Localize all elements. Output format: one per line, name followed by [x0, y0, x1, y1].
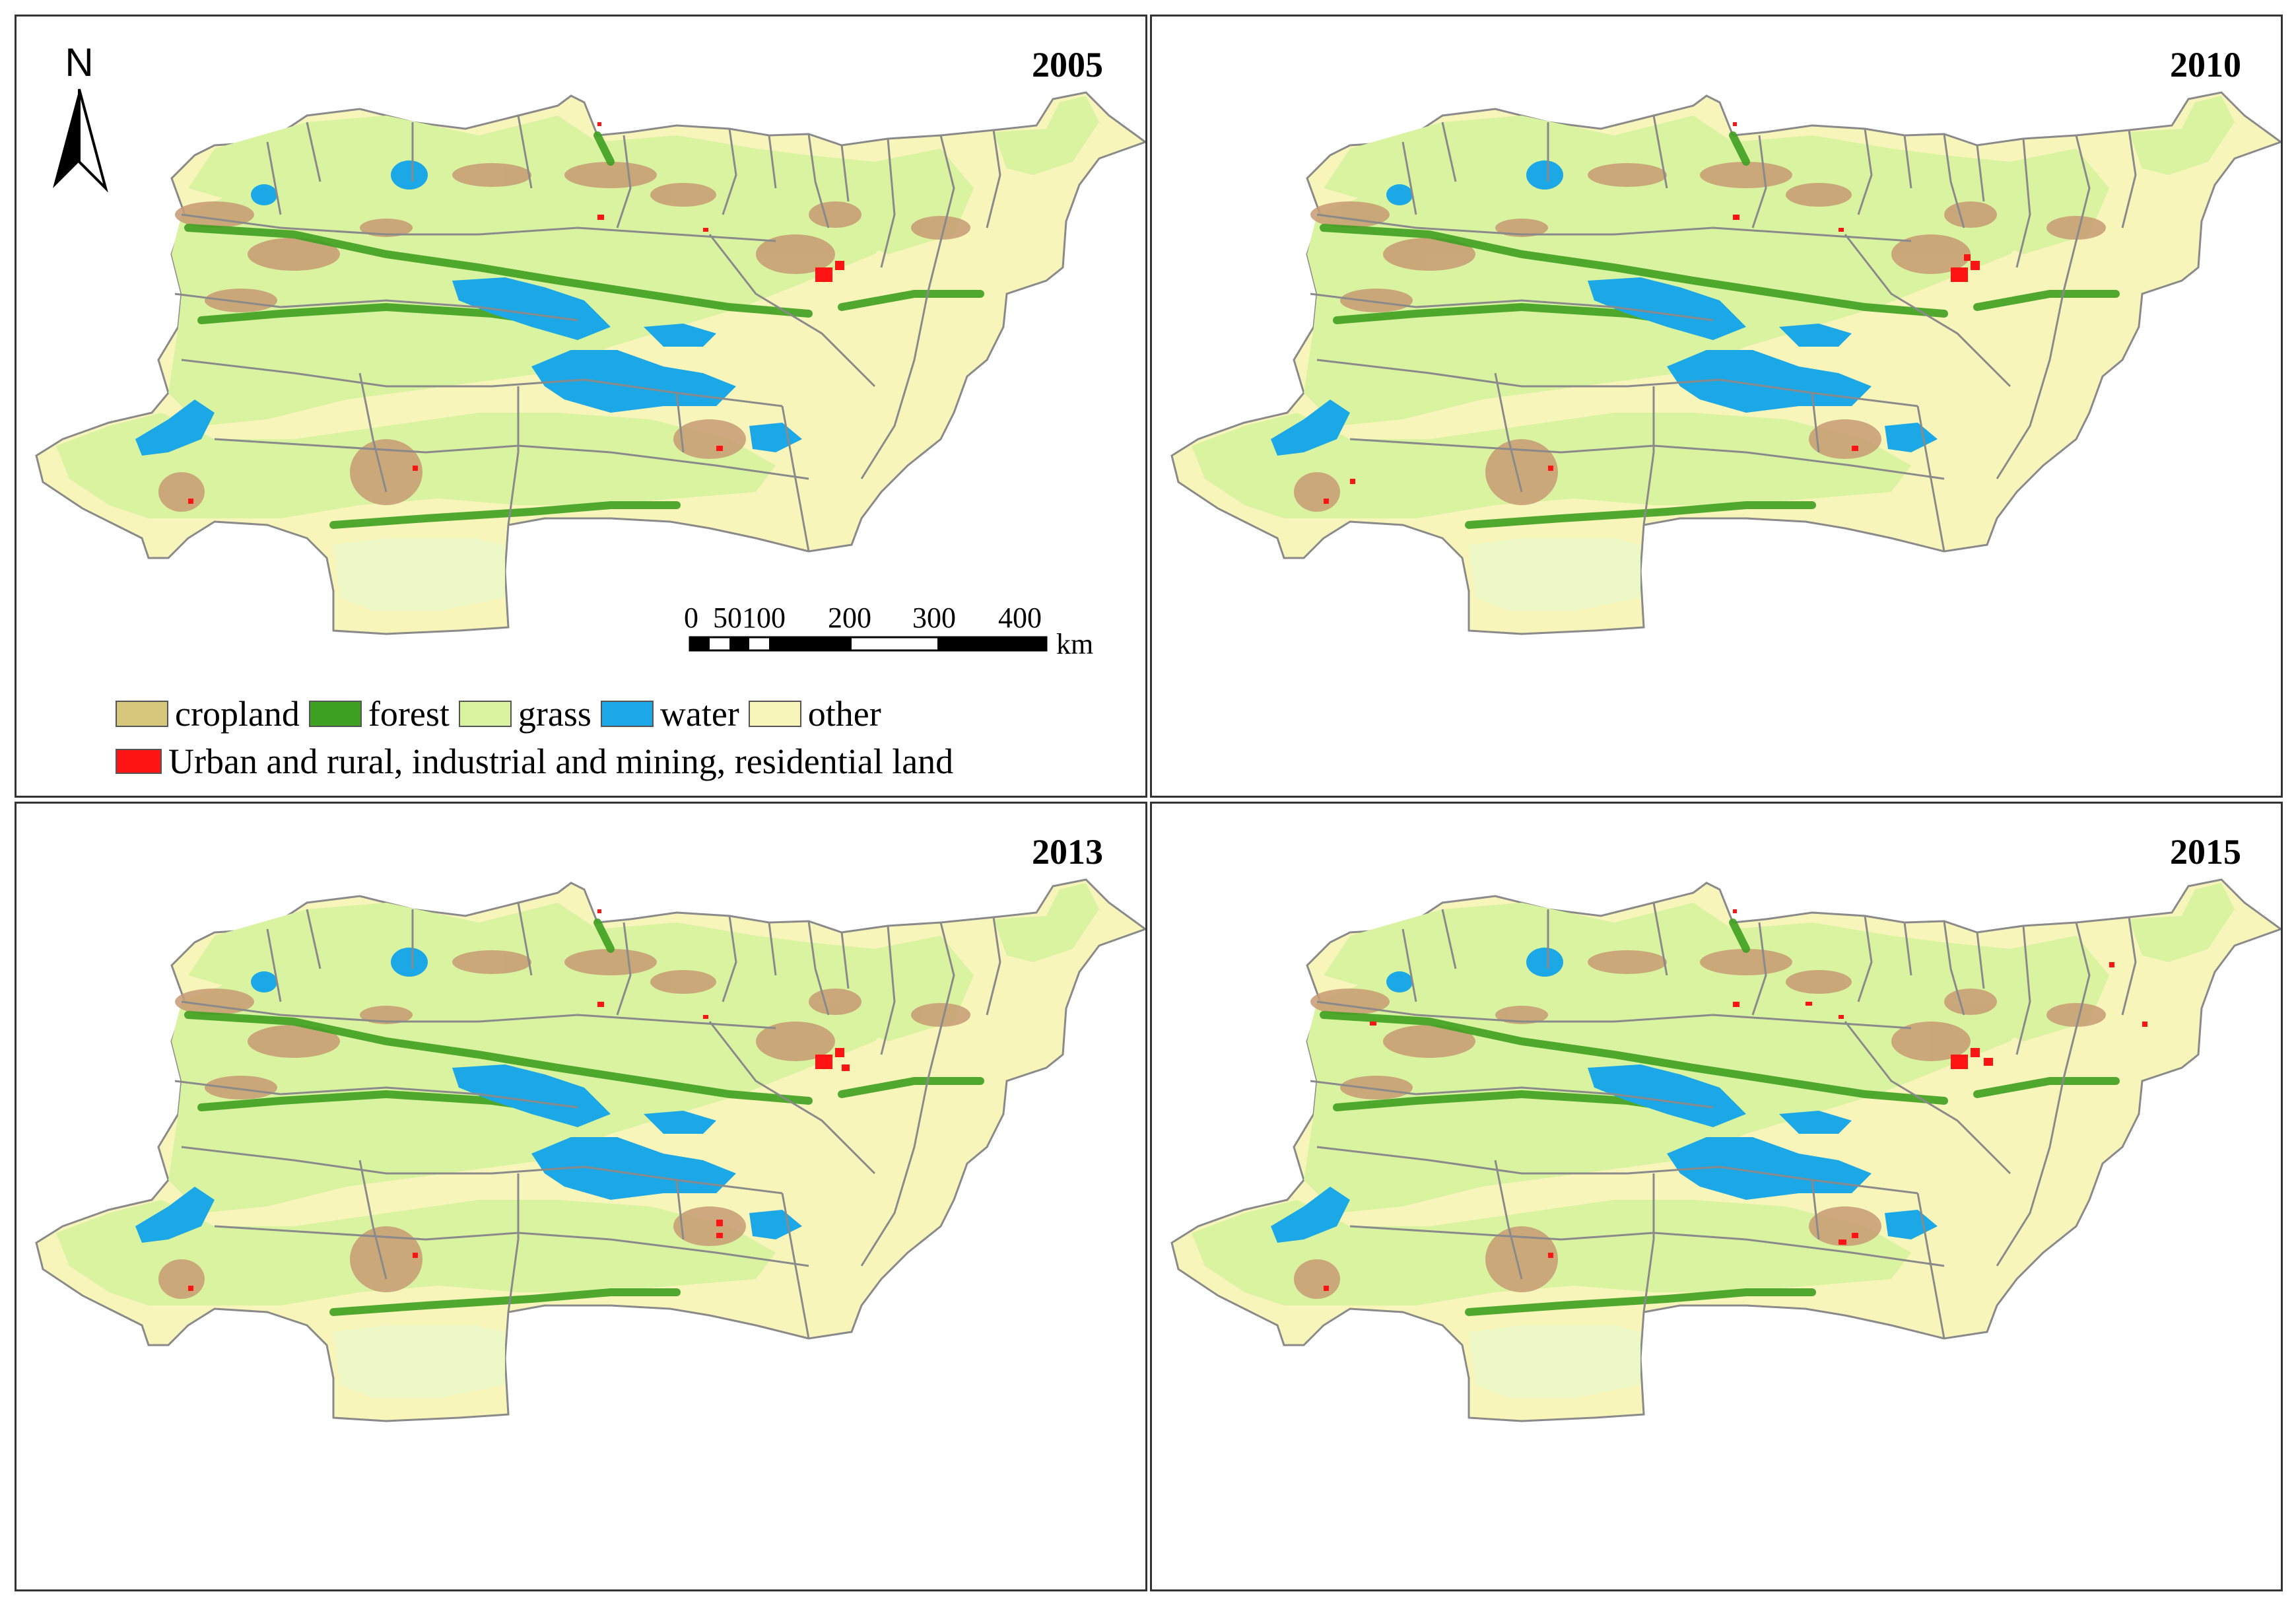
land-use-map: [17, 804, 1147, 1591]
swatch: [116, 701, 168, 727]
legend-label: forest: [368, 694, 450, 734]
land-use-map: [1152, 17, 2283, 798]
legend-item: Urban and rural, industrial and mining, …: [116, 741, 953, 782]
legend-item: forest: [308, 693, 450, 734]
north-label: N: [65, 40, 93, 85]
map-panel-2013: 2013: [15, 802, 1147, 1591]
swatch: [458, 701, 512, 727]
swatch: [308, 701, 362, 727]
legend: cropland forest grass water other U: [116, 690, 962, 785]
map-panel-2010: 2010: [1150, 15, 2283, 798]
scale-tick: 200: [828, 602, 871, 634]
legend-label: grass: [518, 694, 591, 734]
panel-year: 2013: [1032, 832, 1103, 872]
swatch: [600, 701, 654, 727]
scale-unit: km: [1056, 628, 1093, 660]
scale-tick: 400: [998, 602, 1042, 634]
scale-bar: 0 50100 200 300 400 km: [677, 601, 1099, 680]
swatch: [116, 749, 162, 774]
legend-label: other: [807, 694, 881, 734]
legend-label: water: [659, 694, 739, 734]
legend-item: cropland: [116, 693, 300, 734]
legend-label: cropland: [175, 694, 300, 734]
north-arrow-icon: N: [53, 40, 108, 193]
legend-item: water: [600, 693, 739, 734]
legend-item: other: [748, 693, 881, 734]
land-use-map: [17, 17, 1147, 798]
panel-year: 2015: [2170, 832, 2241, 872]
legend-label: Urban and rural, industrial and mining, …: [168, 742, 954, 781]
map-panel-2005: 2005 N 0 50100 200 300 400 km cr: [15, 15, 1147, 798]
panel-year: 2010: [2170, 45, 2241, 85]
scale-tick: 50100: [713, 602, 786, 634]
scale-tick: 300: [912, 602, 956, 634]
map-panel-2015: 2015: [1150, 802, 2283, 1591]
legend-item: grass: [458, 693, 591, 734]
swatch: [748, 701, 801, 727]
land-use-map: [1152, 804, 2283, 1591]
panel-year: 2005: [1032, 45, 1103, 85]
scale-tick: 0: [684, 602, 698, 634]
